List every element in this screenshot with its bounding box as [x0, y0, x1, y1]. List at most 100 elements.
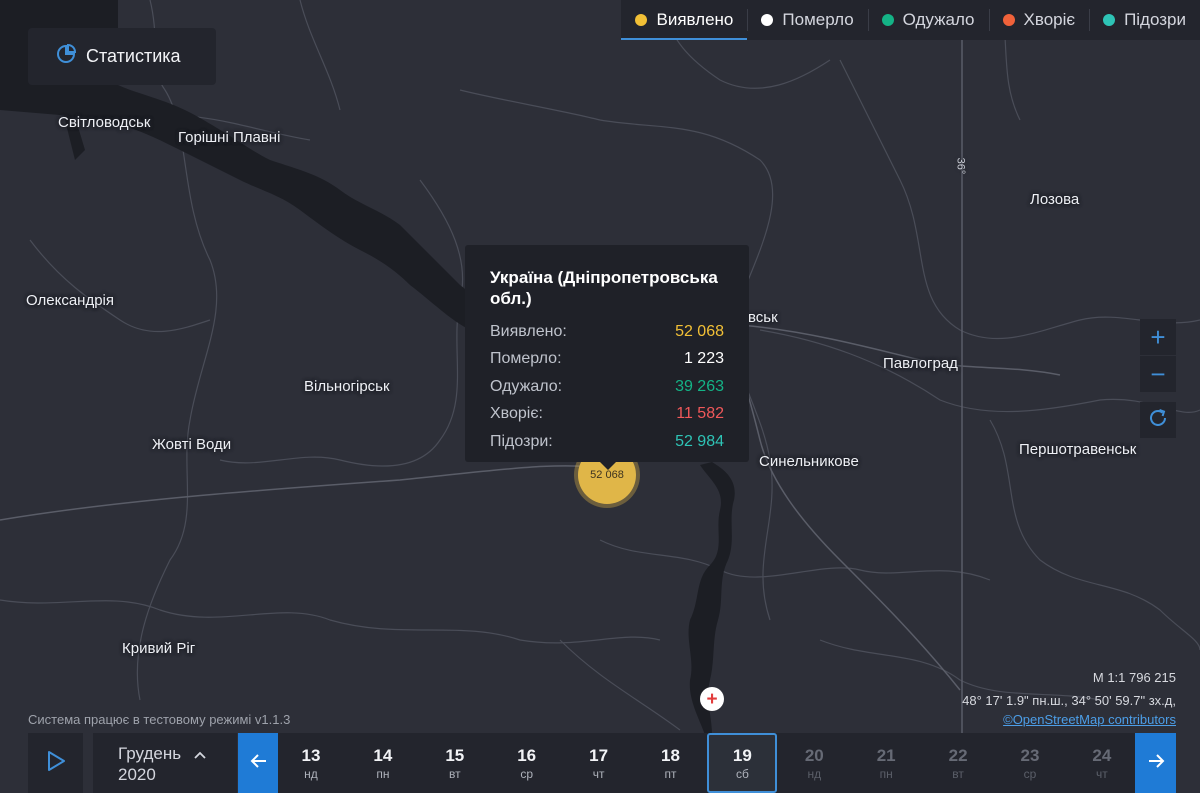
tooltip-row: Підозри: 52 984 [490, 428, 724, 456]
day-item[interactable]: 21 пн [851, 733, 921, 793]
day-item[interactable]: 23 ср [995, 733, 1065, 793]
legend-tab[interactable]: Хворіє [988, 0, 1090, 40]
year-label: 2020 [118, 765, 156, 784]
tooltip-title: Україна (Дніпропетровська обл.) [490, 268, 718, 308]
month-label: Грудень [118, 744, 182, 763]
day-item[interactable]: 18 пт [636, 733, 706, 793]
city-label: Жовті Води [152, 436, 232, 453]
day-number: 20 [804, 746, 824, 765]
legend-dot-icon [761, 14, 774, 26]
legend-tab[interactable]: Виявлено [621, 0, 747, 40]
arrow-right-icon [1147, 753, 1165, 774]
city-label: Лозова [1030, 191, 1080, 208]
day-number: 14 [373, 746, 393, 765]
arrow-left-icon [250, 753, 268, 774]
chevron-up-icon [193, 747, 207, 765]
day-item[interactable]: 13 нд [276, 733, 346, 793]
legend-dot-icon [881, 14, 894, 26]
day-item[interactable]: 14 пн [348, 733, 418, 793]
day-weekday: вт [952, 767, 964, 781]
day-weekday: чт [1096, 767, 1108, 781]
plus-icon: + [1150, 321, 1166, 352]
tooltip-row-value: 52 068 [675, 322, 724, 340]
city-label: Першотравенськ [1019, 441, 1137, 458]
day-strip: 13 нд 14 пн 15 вт 16 ср 17 чт 18 пт 19 сб 20 нд 21 пн 22 вт… [278, 733, 1135, 793]
tooltip-row-value: 52 984 [675, 432, 724, 450]
city-label: Горішні Плавні [178, 129, 281, 146]
play-icon [45, 749, 67, 778]
day-weekday: вт [448, 767, 461, 781]
day-number: 23 [1020, 746, 1040, 765]
map-scale: М 1:1 796 215 [1092, 670, 1176, 685]
city-label: Світловодськ [58, 114, 151, 131]
city-label: Кривий Ріг [122, 640, 196, 657]
legend-tabs: Виявлено Померло Одужало Хворіє Підозри [621, 0, 1200, 40]
tooltip-row: Хворіє: 11 582 [490, 401, 724, 429]
legend-tab[interactable]: Одужало [867, 0, 989, 40]
statistics-button-label: Статистика [86, 46, 181, 66]
legend-tab-label: Хворіє [1023, 10, 1076, 29]
day-item[interactable]: 22 вт [923, 733, 993, 793]
day-number: 16 [517, 746, 537, 765]
pie-chart-icon [56, 43, 77, 69]
road-label: 36° [954, 157, 967, 175]
legend-tab[interactable]: Померло [747, 0, 867, 40]
day-number: 13 [301, 746, 321, 765]
city-label: Олександрія [26, 292, 115, 309]
day-weekday: пн [879, 767, 893, 781]
day-weekday: пт [664, 767, 677, 781]
city-label: Вільногірськ [304, 378, 390, 395]
day-item[interactable]: 19 сб [707, 733, 778, 793]
refresh-button[interactable] [1140, 402, 1176, 438]
map-coordinates: 48° 17' 1.9" пн.ш., 34° 50' 59.7" зх.д, [962, 693, 1176, 708]
tooltip-row-label: Одужало: [490, 377, 563, 395]
day-weekday: нд [807, 767, 822, 781]
day-item[interactable]: 15 вт [420, 733, 490, 793]
tooltip-row-label: Виявлено: [490, 322, 567, 340]
day-number: 19 [732, 746, 752, 765]
play-button[interactable] [28, 733, 83, 793]
day-number: 24 [1092, 746, 1112, 765]
legend-tab[interactable]: Підозри [1089, 0, 1200, 40]
refresh-icon [1147, 405, 1169, 436]
legend-tab-label: Виявлено [656, 10, 734, 29]
next-day-button[interactable] [1135, 733, 1176, 793]
day-number: 22 [948, 746, 968, 765]
zoom-in-button[interactable]: + [1140, 319, 1176, 355]
day-item[interactable]: 16 ср [492, 733, 562, 793]
osm-attribution-link[interactable]: ©OpenStreetMap contributors [1003, 712, 1176, 727]
legend-dot-icon [635, 14, 648, 26]
prev-day-button[interactable] [238, 733, 279, 793]
legend-dot-icon [1103, 14, 1116, 26]
statistics-button[interactable]: Статистика [28, 28, 216, 85]
hospital-icon[interactable]: + [700, 687, 724, 711]
day-item[interactable]: 20 нд [779, 733, 849, 793]
city-label: вськ [748, 309, 778, 326]
day-weekday: сб [735, 767, 749, 781]
legend-tab-label: Померло [782, 10, 854, 29]
tooltip-row-value: 39 263 [675, 377, 724, 395]
day-weekday: чт [592, 767, 605, 781]
day-number: 21 [876, 746, 896, 765]
tooltip-row-label: Підозри: [490, 432, 553, 450]
tooltip-row: Виявлено: 52 068 [490, 318, 724, 346]
day-weekday: нд [304, 767, 318, 781]
day-item[interactable]: 24 чт [1067, 733, 1137, 793]
day-item[interactable]: 17 чт [564, 733, 634, 793]
tooltip-row-label: Померло: [490, 350, 562, 368]
city-label: Синельникове [759, 453, 859, 470]
minus-icon: − [1150, 358, 1166, 389]
day-number: 18 [661, 746, 680, 765]
tooltip-row: Одужало: 39 263 [490, 373, 724, 401]
day-weekday: пн [376, 767, 390, 781]
tooltip-row-value: 11 582 [676, 405, 724, 423]
legend-dot-icon [1002, 14, 1015, 26]
tooltip-row: Померло: 1 223 [490, 346, 724, 374]
zoom-out-button[interactable]: − [1140, 356, 1176, 392]
month-selector[interactable]: Грудень 2020 [93, 733, 237, 793]
region-tooltip: Україна (Дніпропетровська обл.) Виявлено… [465, 245, 749, 470]
tooltip-row-label: Хворіє: [490, 405, 543, 423]
tooltip-row-value: 1 223 [683, 350, 724, 368]
